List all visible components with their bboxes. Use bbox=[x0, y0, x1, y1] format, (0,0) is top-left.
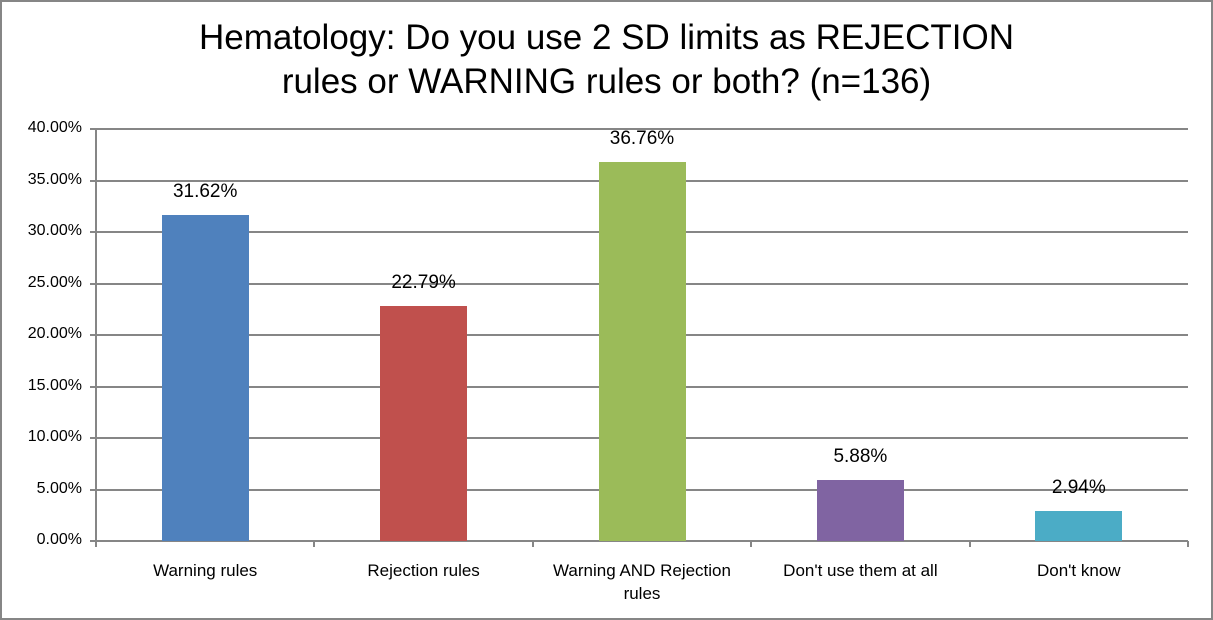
y-tick-label: 5.00% bbox=[36, 479, 82, 497]
y-tick bbox=[90, 282, 96, 285]
data-label: 22.79% bbox=[391, 272, 456, 294]
x-tick bbox=[313, 541, 316, 547]
y-tick bbox=[90, 540, 96, 542]
y-tick-label: 20.00% bbox=[27, 325, 82, 342]
y-tick-label: 40.00% bbox=[27, 119, 82, 136]
y-tick-label: 15.00% bbox=[27, 376, 82, 394]
chart-title-line-1: Hematology: Do you use 2 SD limits as RE… bbox=[199, 18, 1014, 57]
y-tick bbox=[90, 437, 96, 439]
x-category-label: Don't use them at all bbox=[783, 561, 938, 580]
x-tick bbox=[1187, 541, 1189, 547]
y-axis bbox=[95, 129, 97, 547]
y-tick-label: 10.00% bbox=[27, 428, 82, 445]
bar-2 bbox=[380, 306, 468, 541]
data-label: 36.76% bbox=[609, 128, 675, 150]
x-tick bbox=[531, 541, 534, 547]
y-tick bbox=[90, 128, 96, 130]
gridline bbox=[96, 128, 1188, 130]
chart-title-line-2: rules or WARNING rules or both? (n=136) bbox=[281, 62, 932, 101]
x-category-label: Don't know bbox=[1037, 561, 1121, 580]
bar-3 bbox=[598, 162, 686, 541]
y-tick bbox=[90, 334, 96, 336]
data-label: 31.62% bbox=[172, 181, 238, 203]
y-tick-label: 35.00% bbox=[27, 170, 82, 188]
plot-area: 0.00% 5.00% 10.00% 15.00% 20.00% 25.00% 30.00%… bbox=[28, 119, 1189, 603]
data-label: 5.88% bbox=[833, 446, 888, 468]
chart-title: Hematology: Do you use 2 SD limits as RE… bbox=[0, 16, 1213, 104]
y-tick bbox=[90, 179, 96, 182]
x-tick bbox=[968, 541, 971, 547]
x-category-label: Warning AND Rejection rules bbox=[553, 561, 731, 603]
y-tick-label: 25.00% bbox=[27, 273, 82, 291]
x-tick bbox=[750, 541, 753, 547]
y-tick-label: 30.00% bbox=[27, 222, 82, 239]
y-tick bbox=[90, 231, 96, 233]
x-category-label: Rejection rules bbox=[367, 561, 480, 580]
data-label: 2.94% bbox=[1051, 476, 1106, 498]
gridline bbox=[96, 540, 1188, 542]
x-tick bbox=[95, 541, 97, 547]
y-tick bbox=[90, 488, 96, 491]
bar-4 bbox=[816, 480, 904, 541]
x-category-label: Warning rules bbox=[153, 561, 258, 580]
y-tick bbox=[90, 385, 96, 388]
bar-1 bbox=[161, 215, 249, 541]
y-tick-label: 0.00% bbox=[36, 531, 82, 548]
bar-5 bbox=[1035, 510, 1123, 541]
